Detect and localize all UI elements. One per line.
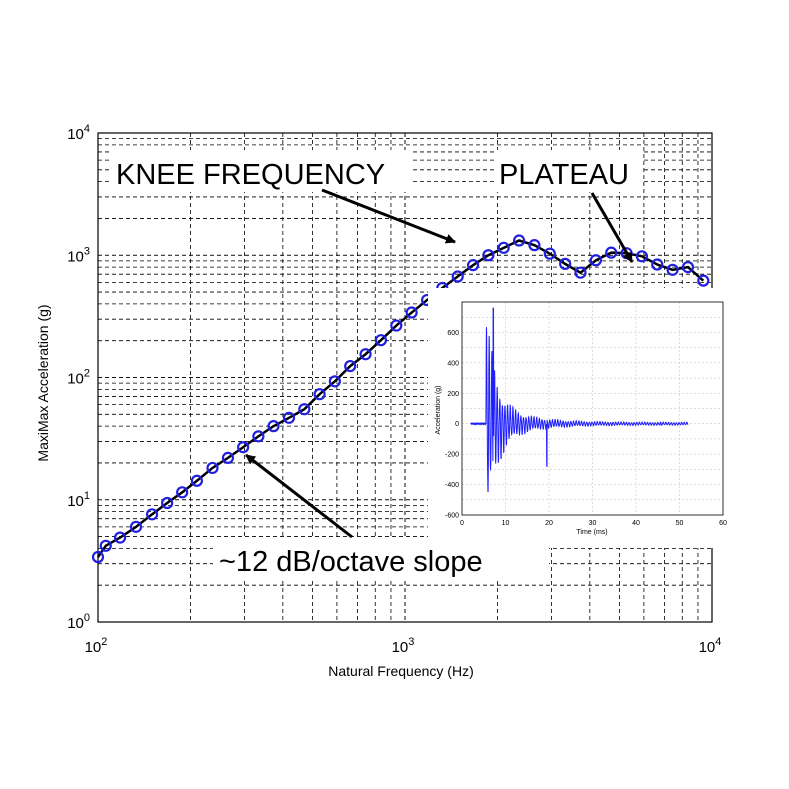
data-point-marker (681, 260, 695, 274)
data-point-marker (313, 388, 326, 401)
data-point-marker (359, 348, 372, 361)
main-y-tick-label: 102 (67, 368, 90, 388)
inset-y-tick-label: -400 (445, 482, 459, 489)
main-y-ticks: 100 101 102 103 104 (67, 123, 90, 632)
inset-grid (461, 302, 724, 516)
data-point-marker (697, 274, 710, 287)
inset-x-axis-label: Time (ms) (576, 529, 607, 536)
data-point-marker (528, 239, 541, 252)
slope-arrow (245, 453, 353, 539)
data-point-marker (589, 254, 602, 267)
inset-x-tick-label: 50 (676, 520, 684, 527)
data-point-marker (190, 474, 204, 487)
annotations: KNEE FREQUENCY PLATEAU ~12 dB/octave slo… (110, 150, 642, 580)
inset-chart: 0 10 20 30 40 50 60 -600 -400 -200 0 200 400 600 Tim… (428, 288, 740, 548)
inset-y-tick-label: -200 (445, 452, 459, 459)
data-point-marker (451, 270, 464, 283)
inset-y-tick-label: 0 (455, 421, 459, 428)
main-x-tick-label: 103 (392, 636, 415, 656)
inset-x-tick-label: 40 (632, 520, 640, 527)
data-point-marker (91, 550, 105, 564)
inset-x-tick-label: 20 (545, 520, 553, 527)
data-point-marker (390, 319, 403, 332)
data-point-marker (99, 539, 112, 552)
data-point-marker (221, 451, 235, 464)
data-point-marker (574, 266, 587, 279)
plateau-label: PLATEAU (499, 159, 629, 191)
data-point-marker (405, 306, 418, 319)
data-point-marker (482, 249, 495, 262)
data-point-marker (161, 496, 174, 510)
data-point-marker (466, 259, 480, 272)
data-point-marker (605, 246, 618, 259)
main-x-axis-label: Natural Frequency (Hz) (328, 663, 474, 679)
data-point-marker (145, 508, 159, 521)
inset-y-tick-label: 600 (447, 330, 459, 337)
data-point-marker (374, 334, 388, 347)
data-point-marker (635, 250, 649, 263)
data-point-marker (282, 411, 296, 424)
inset-y-tick-label: 200 (447, 391, 459, 398)
data-point-marker (328, 375, 341, 388)
data-point-marker (298, 403, 311, 416)
main-y-tick-label: 100 (67, 612, 90, 632)
data-point-marker (113, 531, 127, 544)
knee-arrow (321, 188, 456, 244)
inset-x-tick-label: 10 (502, 520, 510, 527)
main-y-axis-label: MaxiMax Acceleration (g) (35, 304, 51, 461)
data-point-marker (252, 430, 265, 443)
main-x-tick-label: 104 (699, 636, 722, 656)
knee-label-background (110, 150, 410, 192)
knee-frequency-label: KNEE FREQUENCY (116, 159, 385, 191)
data-point-marker (497, 241, 510, 254)
data-point-marker (512, 234, 526, 247)
main-series (91, 234, 710, 564)
data-point-marker (543, 247, 556, 260)
data-point-marker (559, 257, 572, 270)
data-point-marker (267, 420, 280, 433)
data-point-marker (344, 359, 357, 373)
inset-plot-frame (461, 301, 724, 516)
inset-x-tick-label: 60 (719, 520, 727, 527)
inset-signal-trace (470, 307, 689, 493)
main-y-tick-label: 103 (67, 245, 90, 265)
inset-y-ticks: -600 -400 -200 0 200 400 600 (445, 330, 459, 520)
slope-label: ~12 dB/octave slope (219, 546, 483, 578)
main-y-tick-label: 104 (67, 123, 90, 143)
plateau-label-background (494, 150, 642, 192)
data-point-marker (237, 441, 250, 454)
slope-label-background (213, 538, 549, 580)
main-y-tick-label: 101 (67, 490, 90, 510)
plateau-arrow (590, 192, 634, 263)
inset-x-tick-label: 0 (460, 520, 464, 527)
data-point-marker (651, 258, 664, 271)
data-point-marker (176, 486, 189, 499)
main-x-tick-label: 102 (85, 636, 108, 656)
inset-y-tick-label: 400 (447, 360, 459, 367)
inset-x-ticks: 0 10 20 30 40 50 60 (460, 520, 727, 527)
main-x-ticks: 102 103 104 (85, 636, 722, 656)
inset-y-tick-label: -600 (445, 513, 459, 520)
data-point-marker (666, 263, 679, 276)
inset-background (428, 288, 740, 548)
data-point-marker (129, 520, 143, 533)
inset-y-axis-label: Acceleration (g) (435, 385, 442, 434)
inset-x-tick-label: 30 (589, 520, 597, 527)
data-point-marker (206, 461, 219, 475)
